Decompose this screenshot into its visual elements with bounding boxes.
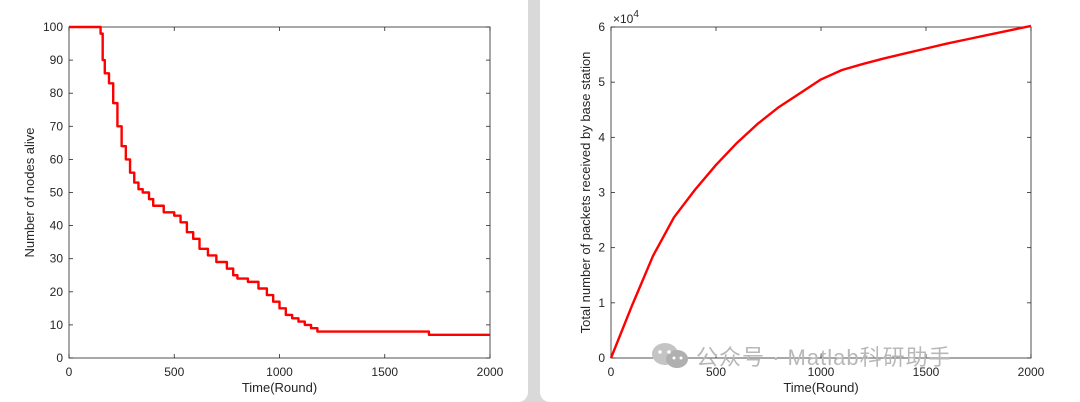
x-tick-label: 0 (608, 365, 615, 379)
wechat-icon (650, 341, 690, 371)
x-tick-label: 500 (164, 365, 184, 379)
watermark-text: 公众号 · Matlab科研助手 (696, 345, 952, 370)
y-tick-label: 2 (598, 241, 605, 255)
x-tick-label: 2000 (1018, 365, 1045, 379)
x-tick-label: 1500 (371, 365, 398, 379)
x-tick-label: 1000 (266, 365, 293, 379)
y-axis-label: Total number of packets received by base… (578, 52, 593, 334)
x-tick-label: 1000 (808, 365, 835, 379)
y-tick-label: 90 (50, 53, 64, 67)
packets-received-chart: 0 500 1000 1500 2000 0 1 2 3 4 5 6 Time(Round) Total … (578, 9, 1045, 395)
series-line-0 (69, 25, 490, 337)
y-multiplier-base: ×10 (613, 12, 634, 26)
y-tick-label: 80 (50, 86, 64, 100)
left-chart-panel: 0 500 1000 1500 2000 0 10 20 30 40 50 60 70 80 90 100 Ti… (0, 0, 528, 402)
y-multiplier: ×104 (613, 9, 639, 26)
x-tick-label: 500 (706, 365, 726, 379)
y-tick-label: 60 (50, 152, 64, 166)
right-chart-panel: 0 500 1000 1500 2000 0 1 2 3 4 5 6 Time(Round) Total … (540, 0, 1080, 402)
y-tick-label: 1 (598, 296, 605, 310)
x-tick-label: 0 (66, 365, 73, 379)
series-line-0 (609, 24, 1032, 359)
x-tick-label: 2000 (477, 365, 504, 379)
y-tick-label: 20 (50, 285, 64, 299)
y-tick-label: 3 (598, 186, 605, 200)
y-tick-label: 50 (50, 186, 64, 200)
x-axis-label: Time(Round) (783, 380, 858, 395)
y-tick-label: 30 (50, 252, 64, 266)
y-tick-label: 100 (43, 20, 63, 34)
y-tick-label: 0 (56, 351, 63, 365)
x-tick-label: 1500 (913, 365, 940, 379)
y-tick-label: 6 (598, 20, 605, 34)
y-tick-label: 10 (50, 318, 64, 332)
y-multiplier-exp: 4 (633, 9, 639, 20)
y-tick-label: 4 (598, 130, 605, 144)
y-tick-label: 40 (50, 219, 64, 233)
y-tick-label: 0 (598, 351, 605, 365)
y-tick-label: 70 (50, 119, 64, 133)
y-axis-label: Number of nodes alive (22, 127, 37, 257)
x-axis-label: Time(Round) (242, 380, 317, 395)
nodes-alive-chart: 0 500 1000 1500 2000 0 10 20 30 40 50 60 70 80 90 100 Ti… (22, 20, 504, 395)
watermark: 公众号 · Matlab科研助手 (650, 340, 952, 372)
y-tick-label: 5 (598, 75, 605, 89)
axes-box (610, 26, 1032, 359)
